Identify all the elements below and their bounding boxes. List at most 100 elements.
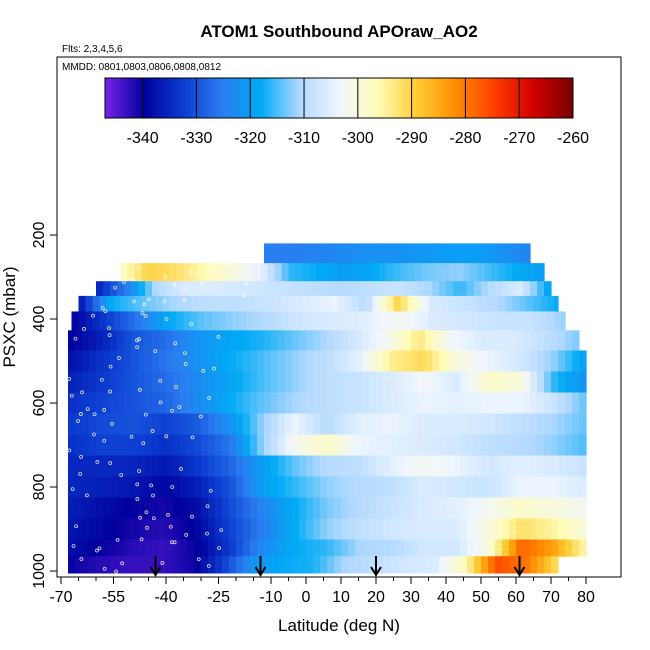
heatmap-cell — [460, 330, 468, 351]
heatmap-cell — [579, 476, 587, 498]
heatmap-cell — [173, 281, 181, 297]
heatmap-cell — [236, 350, 244, 372]
heatmap-cell — [337, 263, 346, 282]
heatmap-cell — [299, 392, 307, 414]
observation-marker — [70, 487, 75, 492]
heatmap-cell — [439, 539, 447, 557]
heatmap-cell — [236, 539, 244, 557]
observation-marker — [140, 311, 145, 316]
heatmap-cell — [194, 350, 202, 372]
heatmap-cell — [565, 371, 573, 393]
heatmap-cell — [509, 539, 517, 557]
heatmap-cell — [82, 413, 90, 435]
heatmap-cell — [173, 518, 181, 540]
heatmap-cell — [355, 350, 363, 372]
heatmap-cell — [131, 413, 139, 435]
heatmap-cell — [117, 556, 125, 574]
y-tick-label: 600 — [31, 390, 48, 417]
heatmap-cell — [439, 392, 447, 414]
heatmap-cell — [120, 295, 129, 312]
heatmap-cell — [110, 350, 118, 372]
heatmap-cell — [376, 518, 384, 540]
heatmap-cell — [432, 539, 440, 557]
observation-marker — [172, 282, 177, 287]
heatmap-cell — [201, 556, 209, 574]
heatmap-cell — [337, 311, 346, 331]
heatmap-cell — [446, 392, 454, 414]
heatmap-cell — [390, 413, 398, 435]
heatmap-cell — [138, 413, 146, 435]
heatmap-cell — [148, 295, 157, 312]
heatmap-cell — [82, 371, 90, 393]
heatmap-cell — [341, 392, 349, 414]
heatmap-cell — [306, 350, 314, 372]
heatmap-cell — [477, 295, 486, 312]
heatmap-cell — [292, 392, 300, 414]
heatmap-cell — [449, 263, 458, 282]
heatmap-cell — [187, 476, 195, 498]
heatmap-cell — [313, 392, 321, 414]
heatmap-cell — [530, 371, 538, 393]
heatmap-cell — [397, 539, 405, 557]
heatmap-cell — [292, 476, 300, 498]
heatmap-cell — [404, 539, 412, 557]
heatmap-cell — [166, 281, 174, 297]
heatmap-cell — [446, 518, 454, 540]
heatmap-cell — [299, 539, 307, 557]
heatmap-cell — [173, 371, 181, 393]
heatmap-cell — [201, 518, 209, 540]
heatmap-cell — [103, 281, 111, 297]
heatmap-cell — [313, 281, 321, 297]
heatmap-cell — [271, 434, 279, 456]
heatmap-cell — [271, 371, 279, 393]
heatmap-cell — [523, 350, 531, 372]
heatmap-cell — [526, 295, 535, 312]
heatmap-cell — [432, 497, 440, 519]
heatmap-cell — [488, 392, 496, 414]
heatmap-cell — [516, 455, 524, 477]
heatmap-cell — [218, 263, 227, 282]
heatmap-cell — [544, 413, 552, 435]
heatmap-cell — [285, 497, 293, 519]
heatmap-cell — [428, 295, 437, 312]
observation-marker — [142, 302, 147, 307]
heatmap-cell — [418, 371, 426, 393]
heatmap-cell — [320, 413, 328, 435]
heatmap-cell — [113, 311, 122, 331]
heatmap-cell — [208, 518, 216, 540]
heatmap-cell — [418, 330, 426, 351]
heatmap-cell — [502, 350, 510, 372]
heatmap-cell — [183, 311, 192, 331]
heatmap-cell — [162, 263, 171, 282]
heatmap-cell — [82, 476, 90, 498]
heatmap-cell — [369, 455, 377, 477]
heatmap-cell — [222, 281, 230, 297]
heatmap-cell — [225, 295, 234, 312]
heatmap-cell — [145, 371, 153, 393]
x-tick-label: 10 — [332, 589, 350, 606]
heatmap-cell — [145, 518, 153, 540]
heatmap-cell — [365, 311, 374, 331]
heatmap-cell — [131, 518, 139, 540]
heatmap-cell — [334, 539, 342, 557]
heatmap-cell — [530, 455, 538, 477]
heatmap-cell — [320, 243, 328, 264]
heatmap-cell — [110, 330, 118, 351]
heatmap-cell — [173, 476, 181, 498]
heatmap-cell — [435, 263, 444, 282]
heatmap-cell — [379, 311, 388, 331]
heatmap-cell — [292, 556, 300, 574]
heatmap-cell — [180, 434, 188, 456]
heatmap-cell — [152, 392, 160, 414]
heatmap-cell — [267, 311, 276, 331]
heatmap-cell — [134, 295, 143, 312]
heatmap-cell — [110, 371, 118, 393]
heatmap-cell — [68, 330, 76, 351]
heatmap-cell — [327, 497, 335, 519]
heatmap-cell — [428, 311, 437, 331]
heatmap-cell — [376, 281, 384, 297]
heatmap-cell — [418, 413, 426, 435]
heatmap-cell — [120, 263, 129, 282]
heatmap-cell — [572, 539, 580, 557]
colorbar-tick-label: -290 — [396, 130, 428, 147]
